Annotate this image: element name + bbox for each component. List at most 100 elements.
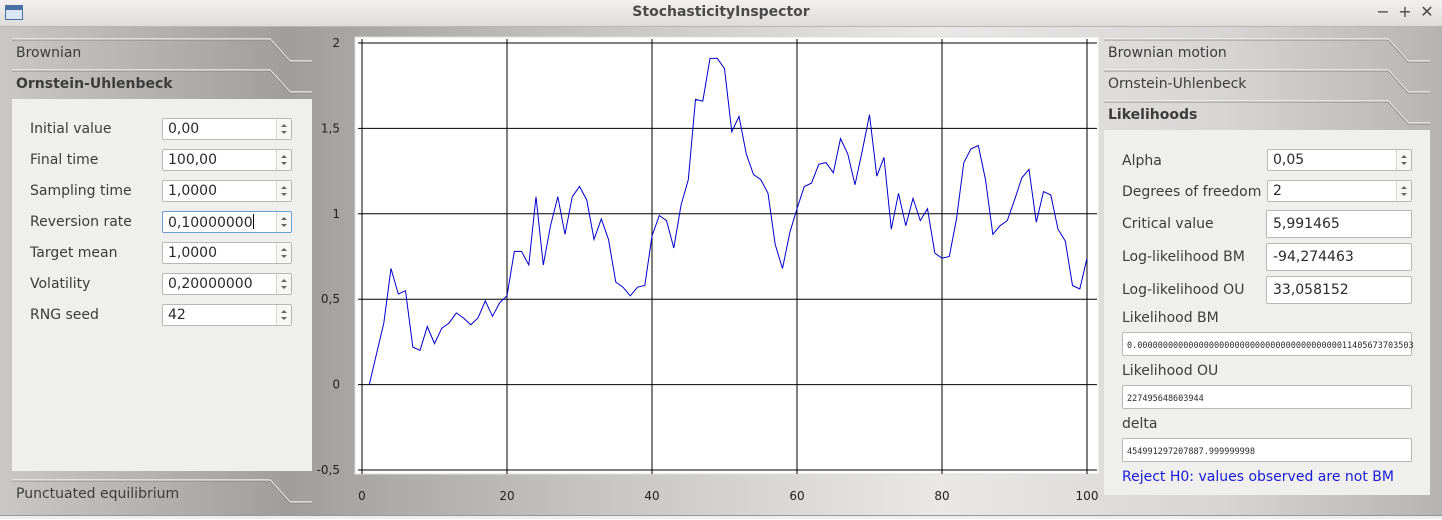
ll-bm-label: Log-likelihood BM bbox=[1122, 249, 1245, 265]
tab-outline bbox=[12, 38, 312, 63]
y-tick-label: 1,5 bbox=[321, 121, 340, 135]
close-button[interactable]: ✕ bbox=[1420, 2, 1434, 21]
target-mean-spinbox[interactable]: 1,0000 bbox=[162, 242, 292, 264]
reversion-rate-value: 0,10000000 bbox=[168, 215, 253, 231]
sampling-time-label: Sampling time bbox=[30, 183, 132, 199]
window-title: StochasticityInspector bbox=[632, 4, 810, 20]
initial-value: 0,00 bbox=[168, 121, 200, 137]
x-axis: 0 20 40 60 80 100 bbox=[358, 469, 1099, 503]
series-group bbox=[368, 57, 1088, 385]
volatility-spinbox[interactable]: 0,20000000 bbox=[162, 273, 292, 295]
alpha-value: 0,05 bbox=[1273, 152, 1305, 168]
lik-bm-field[interactable]: 0.00000000000000000000000000000000000000… bbox=[1122, 332, 1414, 356]
grid-horizontal bbox=[362, 42, 1097, 386]
tab-brownian[interactable]: Brownian bbox=[12, 38, 312, 68]
x-tick-label: 20 bbox=[499, 489, 514, 503]
delta-field[interactable]: 454991297207887.999999998 bbox=[1122, 438, 1412, 462]
x-tick-label: 60 bbox=[789, 489, 804, 503]
title-bar: StochasticityInspector − + ✕ bbox=[0, 0, 1442, 27]
tab-label: Brownian bbox=[16, 45, 82, 61]
tab-ornstein-uhlenbeck[interactable]: Ornstein-Uhlenbeck bbox=[12, 69, 312, 99]
ll-ou-label: Log-likelihood OU bbox=[1122, 282, 1245, 298]
test-verdict: Reject H0: values observed are not BM bbox=[1122, 469, 1394, 485]
volatility-label: Volatility bbox=[30, 276, 91, 292]
lik-ou-label: Likelihood OU bbox=[1122, 363, 1219, 379]
reversion-rate-spinbox[interactable]: 0,10000000 bbox=[162, 211, 292, 233]
tab-outline bbox=[1104, 69, 1430, 94]
process-plot[interactable]: -0,5 0 0,5 1 1,5 2 0 20 40 60 80 100 bbox=[314, 36, 1100, 516]
tab-label: Ornstein-Uhlenbeck bbox=[16, 76, 173, 92]
app-window-icon bbox=[5, 5, 23, 20]
likelihoods-panel: Alpha 0,05 Degrees of freedom 2 Critical… bbox=[1104, 130, 1430, 495]
target-mean-label: Target mean bbox=[30, 245, 118, 261]
delta-label: delta bbox=[1122, 416, 1158, 432]
dof-value: 2 bbox=[1273, 183, 1282, 199]
delta-value: 454991297207887.999999998 bbox=[1127, 447, 1255, 457]
spin-arrows[interactable] bbox=[1396, 181, 1411, 201]
plot-background bbox=[354, 36, 1100, 475]
reversion-rate-value-wrap: 0,10000000 bbox=[168, 214, 254, 231]
volatility-value: 0,20000000 bbox=[168, 276, 253, 292]
alpha-spinbox[interactable]: 0,05 bbox=[1267, 149, 1412, 171]
final-time-label: Final time bbox=[30, 152, 99, 168]
dof-spinbox[interactable]: 2 bbox=[1267, 180, 1412, 202]
alpha-label: Alpha bbox=[1122, 153, 1162, 169]
ll-ou-value: 33,058152 bbox=[1273, 282, 1349, 298]
y-tick-label: 0,5 bbox=[321, 292, 340, 306]
x-tick-label: 0 bbox=[358, 489, 366, 503]
final-time-value: 100,00 bbox=[168, 152, 217, 168]
spin-arrows[interactable] bbox=[276, 305, 291, 325]
lik-bm-value: 0.00000000000000000000000000000000000000… bbox=[1127, 341, 1414, 351]
initial-value-label: Initial value bbox=[30, 121, 112, 137]
sampling-time-value: 1,0000 bbox=[168, 183, 217, 199]
spin-arrows[interactable] bbox=[276, 150, 291, 170]
critical-value: 5,991465 bbox=[1273, 216, 1340, 232]
ll-ou-field[interactable]: 33,058152 bbox=[1266, 276, 1412, 304]
spin-arrows[interactable] bbox=[1396, 150, 1411, 170]
minimize-button[interactable]: − bbox=[1376, 2, 1390, 21]
y-tick-label: 2 bbox=[332, 36, 340, 50]
lik-bm-label: Likelihood BM bbox=[1122, 310, 1219, 326]
y-axis: -0,5 0 0,5 1 1,5 2 bbox=[317, 36, 363, 477]
maximize-button[interactable]: + bbox=[1398, 2, 1412, 21]
ou-parameters-panel: Initial value 0,00 Final time 100,00 Sam… bbox=[12, 99, 312, 471]
y-tick-label: 0 bbox=[332, 378, 340, 392]
tab-likelihoods[interactable]: Likelihoods bbox=[1104, 100, 1430, 130]
sampling-time-spinbox[interactable]: 1,0000 bbox=[162, 180, 292, 202]
reversion-rate-label: Reversion rate bbox=[30, 214, 132, 230]
lik-ou-value: 227495648603944 bbox=[1127, 394, 1204, 404]
critical-value-label: Critical value bbox=[1122, 216, 1214, 232]
x-tick-label: 40 bbox=[644, 489, 659, 503]
tab-outline bbox=[1104, 100, 1430, 125]
dof-label: Degrees of freedom bbox=[1122, 184, 1262, 200]
spin-arrows[interactable] bbox=[276, 119, 291, 139]
y-tick-label: 1 bbox=[332, 207, 340, 221]
rng-seed-value: 42 bbox=[168, 307, 186, 323]
final-time-spinbox[interactable]: 100,00 bbox=[162, 149, 292, 171]
window-bottom-edge bbox=[0, 515, 1442, 519]
grid-vertical bbox=[506, 39, 1088, 470]
tab-brownian-motion[interactable]: Brownian motion bbox=[1104, 38, 1430, 68]
initial-value-spinbox[interactable]: 0,00 bbox=[162, 118, 292, 140]
spin-arrows[interactable] bbox=[276, 181, 291, 201]
tab-punctuated-equilibrium[interactable]: Punctuated equilibrium bbox=[12, 479, 312, 509]
tab-outline bbox=[1104, 38, 1430, 63]
rng-seed-spinbox[interactable]: 42 bbox=[162, 304, 292, 326]
plot-canvas: -0,5 0 0,5 1 1,5 2 0 20 40 60 80 100 bbox=[317, 36, 1100, 503]
critical-value-field[interactable]: 5,991465 bbox=[1266, 210, 1412, 238]
spin-arrows[interactable] bbox=[276, 212, 291, 232]
x-tick-label: 100 bbox=[1076, 489, 1099, 503]
y-tick-label: -0,5 bbox=[317, 463, 340, 477]
spin-arrows[interactable] bbox=[276, 243, 291, 263]
tab-outline bbox=[12, 479, 312, 504]
spin-arrows[interactable] bbox=[276, 274, 291, 294]
tab-ornstein-uhlenbeck-right[interactable]: Ornstein-Uhlenbeck bbox=[1104, 69, 1430, 99]
lik-ou-field[interactable]: 227495648603944 bbox=[1122, 385, 1412, 409]
x-tick-label: 80 bbox=[934, 489, 949, 503]
series-line bbox=[368, 57, 1088, 385]
tab-label: Brownian motion bbox=[1108, 45, 1227, 61]
tab-label: Punctuated equilibrium bbox=[16, 486, 180, 502]
ll-bm-field[interactable]: -94,274463 bbox=[1266, 243, 1412, 271]
tab-outline bbox=[12, 69, 312, 94]
ll-bm-value: -94,274463 bbox=[1273, 249, 1354, 265]
